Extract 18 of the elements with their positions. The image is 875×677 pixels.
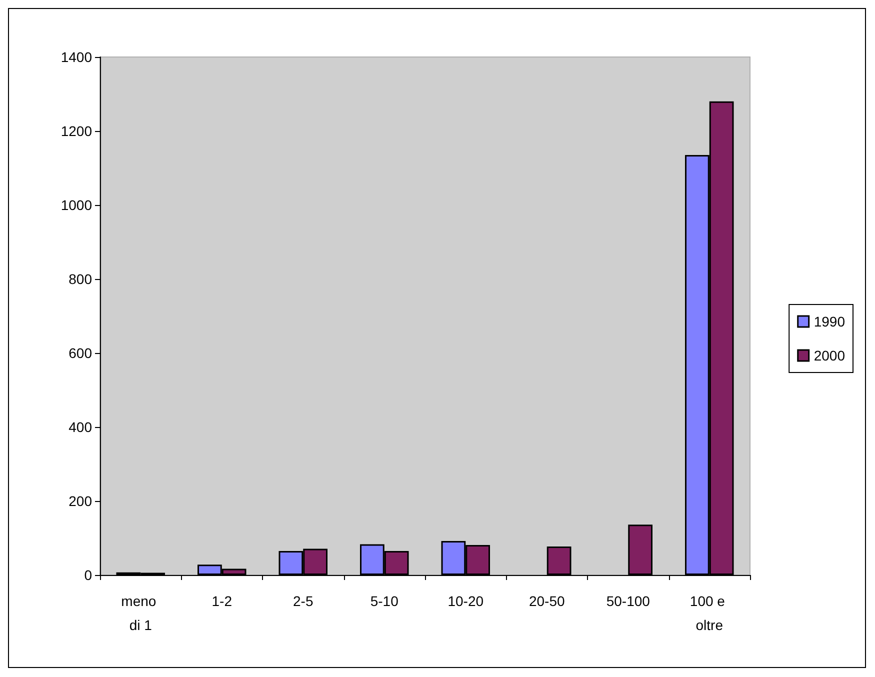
- y-tick-label: 200: [68, 493, 92, 509]
- y-tick-label: 1200: [60, 123, 92, 139]
- x-tick-label: 2-5: [293, 593, 314, 609]
- legend-label: 2000: [814, 348, 846, 364]
- x-tick-label: 100 e oltre: [690, 593, 729, 633]
- x-tick-label: 5-10: [370, 593, 399, 609]
- y-tick-label: 0: [84, 567, 92, 583]
- y-tick-label: 800: [68, 271, 92, 287]
- y-tick-label: 600: [68, 345, 92, 361]
- y-tick-label: 1000: [60, 197, 92, 213]
- x-tick-label: meno di 1: [121, 593, 160, 633]
- x-tick-label: 20-50: [528, 593, 565, 609]
- y-tick-label: 400: [68, 419, 92, 435]
- x-tick-label: 10-20: [448, 593, 484, 609]
- x-tick-label: 50-100: [606, 593, 650, 609]
- y-tick-label: 1400: [60, 49, 92, 65]
- legend-label: 1990: [814, 314, 846, 330]
- x-tick-label: 1-2: [212, 593, 232, 609]
